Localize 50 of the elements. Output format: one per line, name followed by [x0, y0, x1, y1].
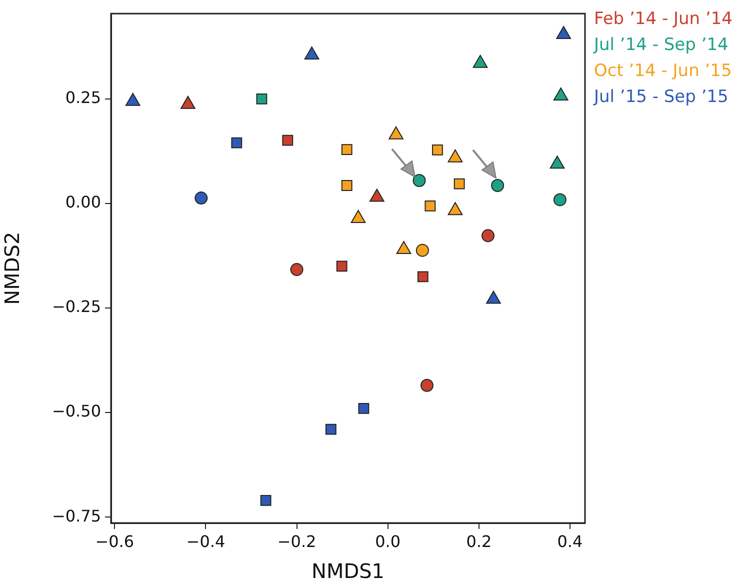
point [416, 244, 429, 257]
text: Jul ’15 - Sep ’15 [594, 86, 730, 109]
text: Feb ’14 - Jun ’14 [594, 8, 732, 31]
point [472, 54, 488, 68]
point [388, 126, 404, 140]
x-tick-label: −0.6 [95, 532, 134, 551]
point [417, 271, 428, 282]
point [194, 192, 208, 205]
y-tick-label: 0.00 [65, 192, 101, 212]
x-tick-label: 0.4 [557, 532, 583, 551]
point [125, 92, 140, 106]
point [304, 46, 320, 60]
point [358, 402, 370, 414]
point [341, 144, 352, 155]
point [412, 174, 426, 187]
point [180, 96, 196, 109]
y-tick-label: −0.25 [52, 297, 101, 316]
point [491, 178, 504, 192]
point [556, 26, 572, 40]
y-tick-label: −0.50 [52, 402, 101, 421]
text: Oct ’14 - Jun ’15 [594, 60, 732, 83]
text: Jul ’14 - Sep ’14 [594, 34, 730, 57]
y-tick-label: 0.25 [65, 88, 101, 108]
point [256, 93, 268, 104]
point [325, 424, 336, 435]
point [260, 494, 272, 506]
x-tick-label: −0.4 [186, 532, 226, 551]
x-tick-label: 0.2 [466, 532, 492, 551]
point [448, 149, 463, 162]
point [424, 200, 436, 212]
point [454, 178, 465, 190]
x-tick-label: 0.0 [375, 532, 401, 551]
point [420, 378, 434, 392]
point [290, 263, 304, 276]
point [432, 144, 443, 156]
y-axis-title: NMDS2 [0, 232, 24, 305]
point [369, 188, 384, 202]
point [336, 260, 348, 272]
point [553, 87, 568, 100]
point [550, 156, 565, 169]
point [350, 210, 366, 224]
x-axis-title: NMDS1 [311, 559, 385, 584]
x-tick-label: −0.2 [277, 532, 316, 551]
point [231, 137, 242, 148]
point [482, 229, 495, 242]
point [341, 180, 352, 191]
point [282, 134, 294, 146]
point [448, 202, 463, 216]
y-tick-label: −0.75 [52, 506, 101, 526]
point [553, 193, 566, 206]
